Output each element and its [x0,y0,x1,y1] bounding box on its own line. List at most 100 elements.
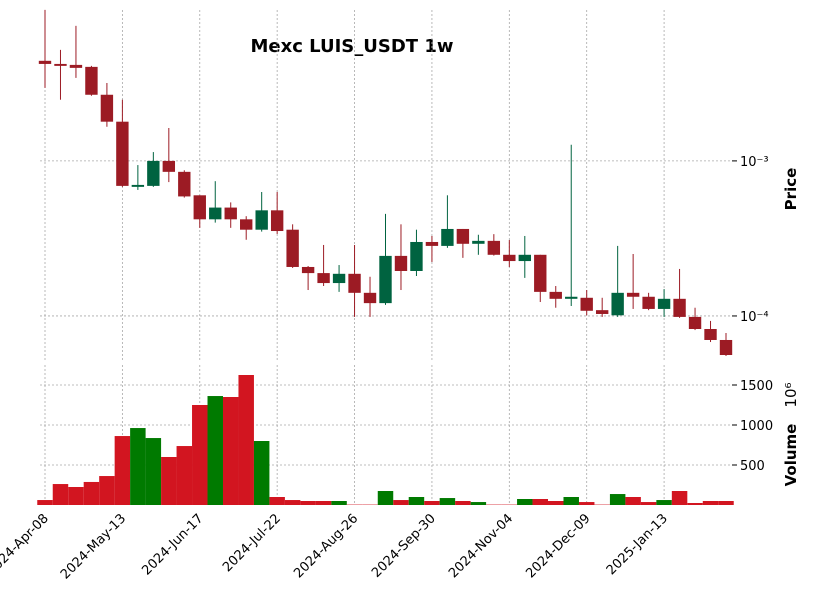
candle-body [565,296,578,299]
candle-body [611,292,624,316]
candle-body [54,63,67,66]
candle-body [487,240,501,255]
volume-bar [145,438,162,505]
candle-body [642,296,655,309]
candle-body [131,184,145,187]
x-tick-label: 2024-Nov-04 [446,511,516,581]
candle-body [549,291,562,299]
candle-body [317,273,330,284]
volume-bar [300,501,316,505]
volume-tick-label: 1000 [740,419,773,434]
candle-body [209,207,222,220]
candle-body [626,292,640,297]
chart-title: Mexc LUIS_USDT 1w [251,36,454,57]
candle-body [688,316,702,329]
x-tick-label: 2025-Jan-13 [604,511,671,578]
candle-body [441,228,454,246]
volume-bar [222,397,239,505]
candle-body [178,171,191,197]
volume-bar [517,499,533,505]
volume-bar [331,501,347,505]
candle-body [147,160,160,186]
volume-offset-label: 10⁶ [782,382,800,407]
volume-bar [83,481,100,505]
volume-bar [532,499,549,505]
volume-bar [439,498,456,505]
volume-bar [130,428,146,505]
volume-tick-label: 1500 [740,379,773,394]
volume-bar [269,497,285,505]
volume-bar [609,494,626,505]
candle-body [255,210,268,230]
y-axis-label: Price [782,168,800,211]
volume-bar [578,502,595,505]
candle-body [673,298,686,317]
candle-body [85,66,98,95]
volume-bar [52,484,69,505]
volume-bar [253,441,270,505]
volume-bar [207,396,223,505]
candle-body [425,241,439,246]
x-tick-label: 2024-May-13 [58,511,129,582]
volume-bar [377,491,394,505]
candle-body [301,266,315,274]
volume-bar [563,497,579,505]
volume-axis-label: Volume [782,424,800,487]
candle-body [193,195,206,220]
volume-tick-label: 500 [740,459,765,474]
candle-body [224,207,237,220]
volume-bar [408,497,425,505]
volume-bar [687,503,703,505]
volume-bar [671,491,688,505]
candle-body [270,210,284,232]
volume-bar [192,405,208,505]
candle-body [38,60,52,64]
x-tick-label: 2024-Aug-26 [291,511,361,581]
x-tick-label: 2024-Jul-22 [220,511,284,575]
volume-bar [718,501,734,505]
candle-body [286,229,299,267]
candle-body [534,254,547,292]
y-tick-label: 10⁻³ [740,155,769,170]
volume-bar [161,457,177,505]
volume-bar [393,500,409,505]
volume-bar [315,501,332,505]
candle-body [503,254,516,262]
candle-body [332,273,346,284]
x-tick-label: 2024-Jun-17 [139,511,206,578]
candle-body [363,292,377,304]
volume-bar [99,476,115,505]
x-tick-label: 2024-Apr-08 [0,511,52,578]
candle-body [472,240,485,244]
candle-body [379,255,392,304]
volume-bar [625,497,641,505]
volume-bar [114,436,131,505]
volume-bar [640,502,657,505]
candle-body [657,298,671,309]
volume-bar [238,375,254,505]
candle-body [410,241,423,271]
volume-bar [702,501,719,505]
candle-body [518,254,531,262]
x-tick-label: 2024-Dec-09 [523,511,593,581]
candle-body [348,273,361,293]
y-tick-label: 10⁻⁴ [740,310,769,325]
volume-bar [548,501,564,505]
candle-body [456,228,470,244]
candle-body [240,219,253,230]
volume-bar [455,501,471,505]
volume-bar [176,446,193,505]
candle-body [719,339,733,356]
volume-bar [656,500,672,505]
candle-body [116,121,129,186]
candle-body [394,255,408,271]
candle-body [69,64,83,68]
candle-body [100,94,114,122]
candle-body [595,310,609,314]
candle-body [580,297,593,311]
volume-bar [424,501,440,505]
volume-bar [470,502,487,505]
volume-bar [68,487,84,505]
